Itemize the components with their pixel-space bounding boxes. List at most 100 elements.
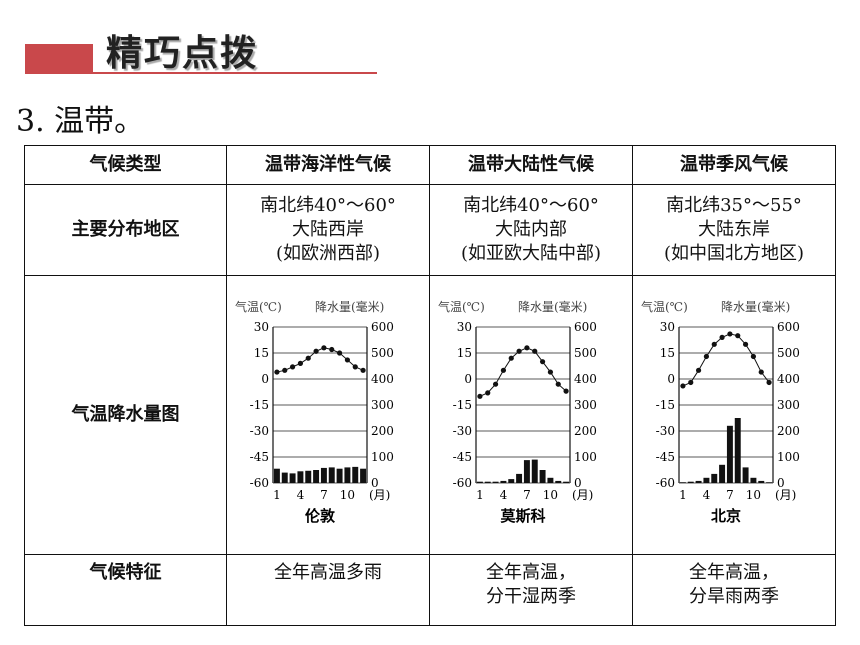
temperature-point (532, 348, 538, 354)
precipitation-tick-label: 400 (371, 372, 394, 386)
precipitation-bar (523, 460, 530, 483)
temperature-tick-label: -30 (656, 424, 675, 438)
precipitation-tick-label: 200 (574, 424, 597, 438)
temperature-point (735, 333, 741, 339)
temperature-tick-label: -45 (656, 450, 675, 464)
precipitation-bar (547, 477, 554, 483)
precipitation-bar (679, 482, 686, 483)
precipitation-bar (734, 418, 741, 483)
temperature-tick-label: -60 (453, 476, 472, 490)
month-unit-label: (月) (369, 488, 390, 502)
cell-line: 分旱雨两季 (689, 586, 779, 607)
precipitation-bar (711, 473, 718, 483)
temperature-point (360, 367, 366, 373)
temperature-point (539, 359, 546, 365)
temperature-point (321, 345, 327, 351)
temperature-line (682, 333, 770, 387)
city-name: 莫斯科 (500, 507, 545, 525)
month-tick-label: 4 (500, 488, 508, 502)
precipitation-tick-label: 200 (777, 424, 800, 438)
precipitation-tick-label: 100 (574, 450, 597, 464)
temperature-point (305, 355, 311, 361)
section-heading: 3. 温带。 (16, 104, 145, 139)
temperature-tick-label: 30 (660, 320, 675, 334)
temperature-point (313, 348, 319, 354)
temperature-tick-label: 15 (660, 346, 675, 360)
temperature-point (344, 357, 351, 363)
city-name: 伦敦 (305, 507, 336, 525)
temperature-point (524, 345, 530, 351)
temperature-axis-label: 气温(℃) (438, 299, 485, 314)
precipitation-tick-label: 0 (574, 476, 582, 490)
temperature-tick-label: 30 (457, 320, 472, 334)
temperature-point (758, 369, 764, 375)
temperature-point (516, 348, 522, 354)
precipitation-tick-label: 400 (777, 372, 800, 386)
temperature-point (688, 379, 694, 386)
precipitation-axis-label: 降水量(毫米) (315, 299, 384, 314)
temperature-point (282, 367, 288, 373)
precipitation-bar (484, 481, 491, 483)
precipitation-tick-label: 200 (371, 424, 394, 438)
temperature-point (766, 379, 772, 386)
row-label-distribution: 主要分布地区 (24, 184, 227, 276)
temperature-point (477, 393, 483, 399)
precipitation-bar (563, 481, 570, 483)
precipitation-bar (508, 479, 515, 483)
temperature-point (352, 364, 358, 370)
distribution-cell-oceanic: 南北纬40°～60° 大陆西岸 (如欧洲西部) (226, 184, 430, 276)
precipitation-bar (273, 468, 280, 483)
precipitation-tick-label: 500 (777, 346, 800, 360)
temperature-tick-label: -60 (250, 476, 269, 490)
temperature-point (695, 367, 702, 373)
precipitation-bar (766, 482, 773, 483)
temperature-tick-label: -45 (250, 450, 269, 464)
temperature-point (547, 369, 554, 375)
chart-cell-london: 气温(℃) 降水量(毫米) 30 15 0 -15 -30 -45 -60 600 500 400 30… (226, 275, 430, 555)
temperature-axis-label: 气温(℃) (235, 299, 282, 314)
cell-line: 全年高温多雨 (274, 562, 382, 583)
climate-chart-beijing: 气温(℃) 降水量(毫米) 30 15 0 -15 -30 -45 -60 600 500 400 30… (641, 299, 800, 525)
precipitation-bar (344, 467, 351, 483)
row-label-chart: 气温降水量图 (24, 275, 227, 555)
temperature-point (727, 331, 733, 337)
month-unit-label: (月) (572, 488, 593, 502)
precipitation-tick-label: 300 (777, 398, 800, 412)
temperature-point (680, 383, 686, 389)
precipitation-tick-label: 100 (777, 450, 800, 464)
month-tick-label: 4 (297, 488, 305, 502)
chart-cell-moscow: 气温(℃) 降水量(毫米) 30 15 0 -15 -30 -45 -60 600 500 400 30… (429, 275, 633, 555)
precipitation-bar (492, 481, 499, 483)
temperature-tick-label: 0 (667, 372, 675, 386)
temperature-tick-label: -60 (656, 476, 675, 490)
precipitation-bar (516, 473, 523, 483)
cell-line: 全年高温， (689, 562, 779, 583)
precipitation-bar (531, 459, 538, 483)
temperature-tick-label: 15 (254, 346, 269, 360)
precipitation-bar (289, 473, 296, 483)
precipitation-axis-label: 降水量(毫米) (721, 299, 790, 314)
title-underline (25, 72, 377, 74)
precipitation-bar (695, 480, 702, 483)
cell-line: 南北纬40°～60° (260, 195, 396, 216)
climate-chart-london: 气温(℃) 降水量(毫米) 30 15 0 -15 -30 -45 -60 600 500 400 30… (235, 299, 394, 525)
precipitation-bar (305, 470, 312, 483)
month-tick-label: 10 (746, 488, 761, 502)
precipitation-bar (336, 468, 343, 483)
month-unit-label: (月) (775, 488, 796, 502)
title-accent-block (25, 44, 93, 74)
precipitation-bar (320, 467, 327, 483)
precipitation-bar (703, 477, 710, 483)
temperature-tick-label: -30 (453, 424, 472, 438)
column-header-climate-type: 气候类型 (24, 145, 227, 185)
features-cell-oceanic: 全年高温多雨 (226, 554, 430, 626)
temperature-tick-label: 30 (254, 320, 269, 334)
temperature-point (703, 353, 710, 360)
month-tick-label: 10 (543, 488, 558, 502)
cell-line: 大陆内部 (495, 219, 567, 240)
chart-cell-beijing: 气温(℃) 降水量(毫米) 30 15 0 -15 -30 -45 -60 600 500 400 30… (632, 275, 836, 555)
precipitation-bar (476, 481, 483, 483)
precipitation-tick-label: 0 (371, 476, 379, 490)
cell-line: 全年高温， (486, 562, 576, 583)
row-label-features: 气候特征 (24, 554, 227, 626)
